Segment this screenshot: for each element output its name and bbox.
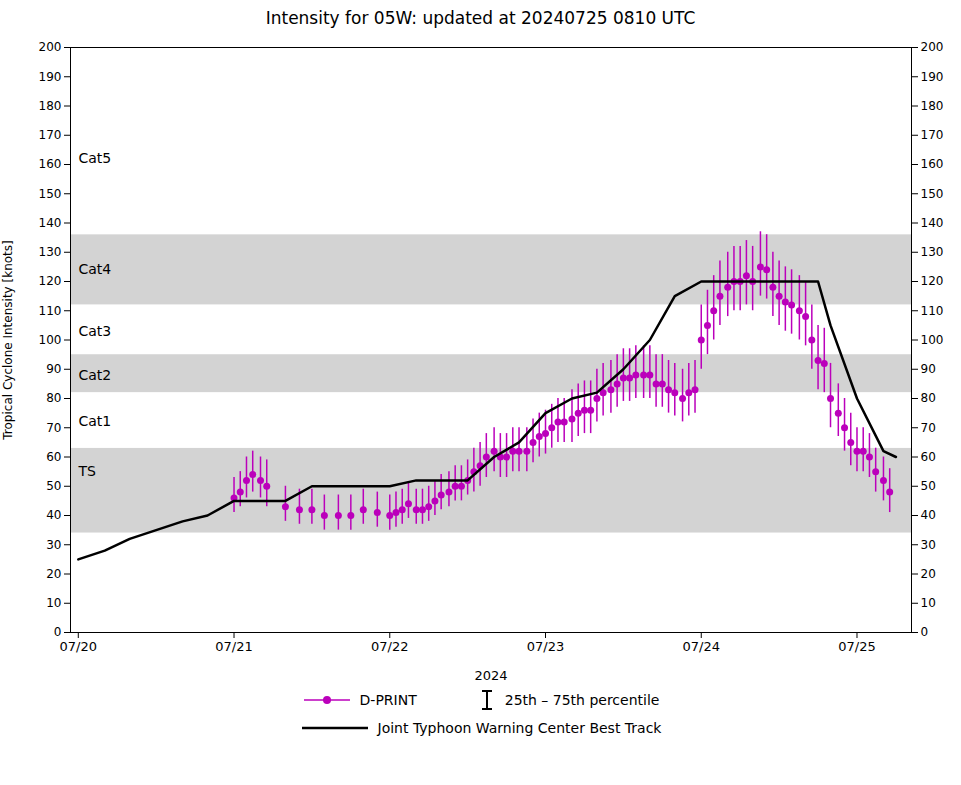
svg-text:150: 150 [921, 187, 944, 201]
svg-text:110: 110 [39, 304, 62, 318]
svg-text:Cat4: Cat4 [79, 261, 112, 277]
svg-text:0: 0 [54, 625, 62, 639]
svg-text:70: 70 [921, 421, 936, 435]
svg-text:10: 10 [46, 596, 61, 610]
svg-text:07/22: 07/22 [371, 639, 408, 654]
svg-text:Tropical Cyclone Intensity [kn: Tropical Cyclone Intensity [knots] [1, 240, 15, 440]
svg-text:50: 50 [921, 479, 936, 493]
svg-text:110: 110 [921, 304, 944, 318]
svg-text:07/25: 07/25 [838, 639, 875, 654]
svg-text:200: 200 [921, 40, 944, 54]
svg-text:07/20: 07/20 [60, 639, 97, 654]
html-text:Intensity for 05W: updated at: Intensity for 05W: updated at 20240725 0… [265, 8, 696, 28]
svg-text:160: 160 [921, 157, 944, 171]
svg-text:TS: TS [78, 463, 97, 479]
svg-text:07/24: 07/24 [683, 639, 720, 654]
svg-text:10: 10 [921, 596, 936, 610]
svg-text:30: 30 [46, 538, 61, 552]
svg-text:40: 40 [921, 508, 936, 522]
svg-text:90: 90 [46, 362, 61, 376]
svg-text:180: 180 [39, 99, 62, 113]
svg-text:150: 150 [39, 187, 62, 201]
svg-text:07/21: 07/21 [215, 639, 252, 654]
svg-text:140: 140 [921, 216, 944, 230]
svg-text:100: 100 [39, 333, 62, 347]
svg-text:180: 180 [921, 99, 944, 113]
svg-text:60: 60 [921, 450, 936, 464]
svg-text:2024: 2024 [474, 668, 507, 683]
svg-text:Cat2: Cat2 [79, 367, 112, 383]
svg-text:90: 90 [921, 362, 936, 376]
svg-text:200: 200 [39, 40, 62, 54]
svg-text:80: 80 [46, 391, 61, 405]
html-text:25th – 75th percentile: 25th – 75th percentile [504, 692, 660, 708]
svg-text:30: 30 [921, 538, 936, 552]
svg-text:190: 190 [921, 70, 944, 84]
svg-text:80: 80 [921, 391, 936, 405]
svg-text:60: 60 [46, 450, 61, 464]
svg-text:120: 120 [39, 274, 62, 288]
svg-text:100: 100 [921, 333, 944, 347]
svg-text:50: 50 [46, 479, 61, 493]
svg-text:170: 170 [39, 128, 62, 142]
svg-text:170: 170 [921, 128, 944, 142]
svg-text:20: 20 [921, 567, 936, 581]
svg-text:130: 130 [921, 245, 944, 259]
svg-text:Cat5: Cat5 [79, 150, 112, 166]
svg-text:120: 120 [921, 274, 944, 288]
svg-text:0: 0 [921, 625, 929, 639]
html-text:D-PRINT: D-PRINT [359, 692, 417, 708]
svg-text:130: 130 [39, 245, 62, 259]
svg-text:20: 20 [46, 567, 61, 581]
svg-text:160: 160 [39, 157, 62, 171]
html-text:Joint Typhoon Warning Center B: Joint Typhoon Warning Center Best Track [377, 720, 662, 736]
svg-text:190: 190 [39, 70, 62, 84]
svg-text:07/23: 07/23 [527, 639, 564, 654]
svg-text:Cat1: Cat1 [79, 413, 112, 429]
svg-text:140: 140 [39, 216, 62, 230]
svg-text:Cat3: Cat3 [79, 323, 112, 339]
svg-text:40: 40 [46, 508, 61, 522]
svg-text:70: 70 [46, 421, 61, 435]
